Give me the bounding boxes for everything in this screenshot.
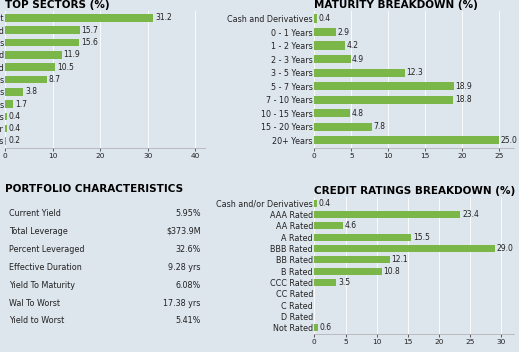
Text: 8.7: 8.7 [48,75,60,84]
Bar [315,136,499,144]
Text: 4.9: 4.9 [352,55,364,64]
Bar [315,95,453,104]
Text: 4.2: 4.2 [347,41,359,50]
Bar [315,28,336,36]
Bar [315,55,350,63]
Bar [315,245,495,252]
Bar [315,211,460,218]
Bar [5,63,55,71]
Bar [5,39,79,46]
Text: 31.2: 31.2 [155,13,172,23]
Text: 0.4: 0.4 [9,112,21,121]
Text: TOP SECTORS (%): TOP SECTORS (%) [5,0,110,10]
Text: Yield to Worst: Yield to Worst [9,316,64,326]
Bar [315,42,345,50]
Text: 3.5: 3.5 [338,278,350,287]
Bar [5,88,23,96]
Text: MATURITY BREAKDOWN (%): MATURITY BREAKDOWN (%) [315,0,478,10]
Bar [315,109,350,118]
Bar [315,69,405,77]
Text: Percent Leveraged: Percent Leveraged [9,245,85,254]
Text: 5.41%: 5.41% [175,316,201,326]
Text: 9.28 yrs: 9.28 yrs [168,263,201,272]
Text: 23.4: 23.4 [462,210,479,219]
Text: 5.95%: 5.95% [175,209,201,218]
Text: 10.8: 10.8 [384,267,400,276]
Bar [5,125,7,132]
Text: 18.9: 18.9 [456,82,472,91]
Text: Wal To Worst: Wal To Worst [9,298,60,308]
Text: 4.8: 4.8 [351,109,363,118]
Bar [5,137,6,145]
Bar [5,76,47,83]
Text: Total Leverage: Total Leverage [9,227,68,236]
Text: 6.08%: 6.08% [175,281,201,290]
Text: 15.7: 15.7 [81,26,99,35]
Bar [5,100,13,108]
Text: 1.7: 1.7 [15,100,27,108]
Bar [315,256,390,263]
Bar [5,26,80,34]
Bar [315,122,372,131]
Text: 3.8: 3.8 [25,87,37,96]
Text: Current Yield: Current Yield [9,209,61,218]
Bar [315,200,317,207]
Text: 25.0: 25.0 [500,136,517,145]
Text: Yield To Maturity: Yield To Maturity [9,281,75,290]
Text: 0.6: 0.6 [320,323,332,332]
Text: 32.6%: 32.6% [175,245,201,254]
Text: 11.9: 11.9 [64,50,80,59]
Text: 17.38 yrs: 17.38 yrs [163,298,201,308]
Text: 15.6: 15.6 [81,38,98,47]
Bar [315,222,343,230]
Bar [315,279,336,286]
Bar [5,51,62,59]
Text: 12.3: 12.3 [407,68,424,77]
Text: 15.5: 15.5 [413,233,430,242]
Bar [315,268,381,275]
Text: 29.0: 29.0 [497,244,514,253]
Text: 18.8: 18.8 [455,95,471,104]
Text: $373.9M: $373.9M [166,227,201,236]
Bar [315,14,317,23]
Bar [5,113,7,120]
Text: 0.4: 0.4 [319,14,331,23]
Text: 0.4: 0.4 [9,124,21,133]
Text: 10.5: 10.5 [57,63,74,72]
Text: 4.6: 4.6 [345,221,357,231]
Bar [5,14,153,22]
Text: Effective Duration: Effective Duration [9,263,82,272]
Text: 2.9: 2.9 [337,28,349,37]
Text: CREDIT RATINGS BREAKDOWN (%): CREDIT RATINGS BREAKDOWN (%) [315,186,515,196]
Bar [315,82,454,90]
Text: PORTFOLIO CHARACTERISTICS: PORTFOLIO CHARACTERISTICS [5,184,183,194]
Text: 0.4: 0.4 [319,199,331,208]
Bar [315,234,411,241]
Text: 0.2: 0.2 [8,137,20,145]
Text: 7.8: 7.8 [374,122,386,131]
Text: 12.1: 12.1 [392,255,408,264]
Bar [315,324,318,331]
